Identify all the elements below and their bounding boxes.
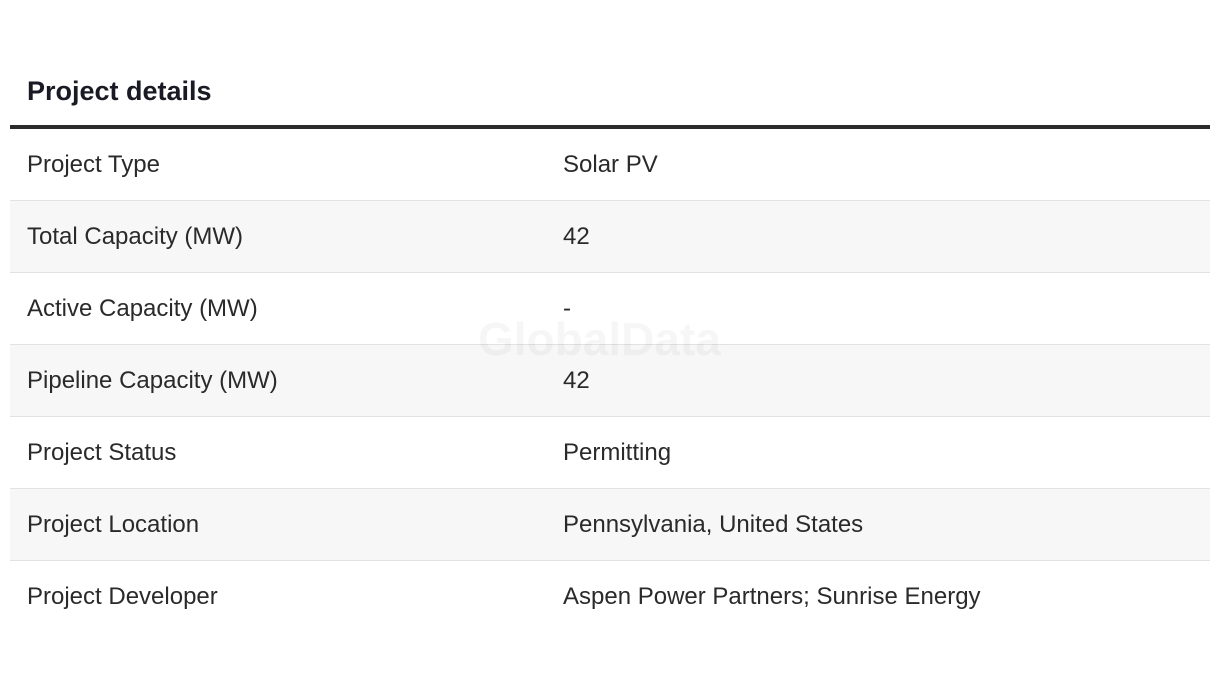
section-title: Project details: [27, 76, 212, 106]
table-row: Project Location Pennsylvania, United Sta…: [10, 488, 1210, 561]
row-value: Permitting: [563, 416, 1210, 489]
row-label: Project Type: [10, 129, 563, 201]
table-row: Project Status Permitting: [10, 416, 1210, 489]
row-value: Aspen Power Partners; Sunrise Energy: [563, 582, 981, 610]
table-row: Project Developer Aspen Power Partners; S…: [10, 561, 1210, 633]
row-value: Solar PV: [563, 129, 1210, 201]
table-row: Total Capacity (MW) 42: [10, 200, 1210, 273]
row-label: Pipeline Capacity (MW): [10, 344, 563, 417]
row-label: Project Location: [10, 488, 563, 561]
row-value: -: [563, 272, 1210, 345]
table-row: Pipeline Capacity (MW) 42: [10, 344, 1210, 417]
row-label: Active Capacity (MW): [10, 272, 563, 345]
row-label: Total Capacity (MW): [10, 200, 563, 273]
row-label: Project Developer: [27, 582, 218, 610]
table-row: Active Capacity (MW) -: [10, 272, 1210, 345]
row-value: 42: [563, 200, 1210, 273]
row-value: Pennsylvania, United States: [563, 488, 1210, 561]
table-row: Project Type Solar PV: [10, 129, 1210, 201]
row-label: Project Status: [10, 416, 563, 489]
details-table: Project Type Solar PV Total Capacity (MW) 4…: [10, 129, 1210, 632]
header-rule: [10, 125, 1210, 129]
row-value: 42: [563, 344, 1210, 417]
